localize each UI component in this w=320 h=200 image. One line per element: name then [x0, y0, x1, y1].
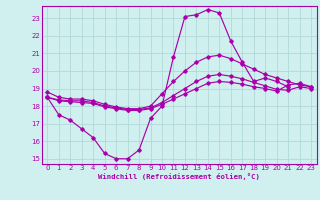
X-axis label: Windchill (Refroidissement éolien,°C): Windchill (Refroidissement éolien,°C): [98, 173, 260, 180]
